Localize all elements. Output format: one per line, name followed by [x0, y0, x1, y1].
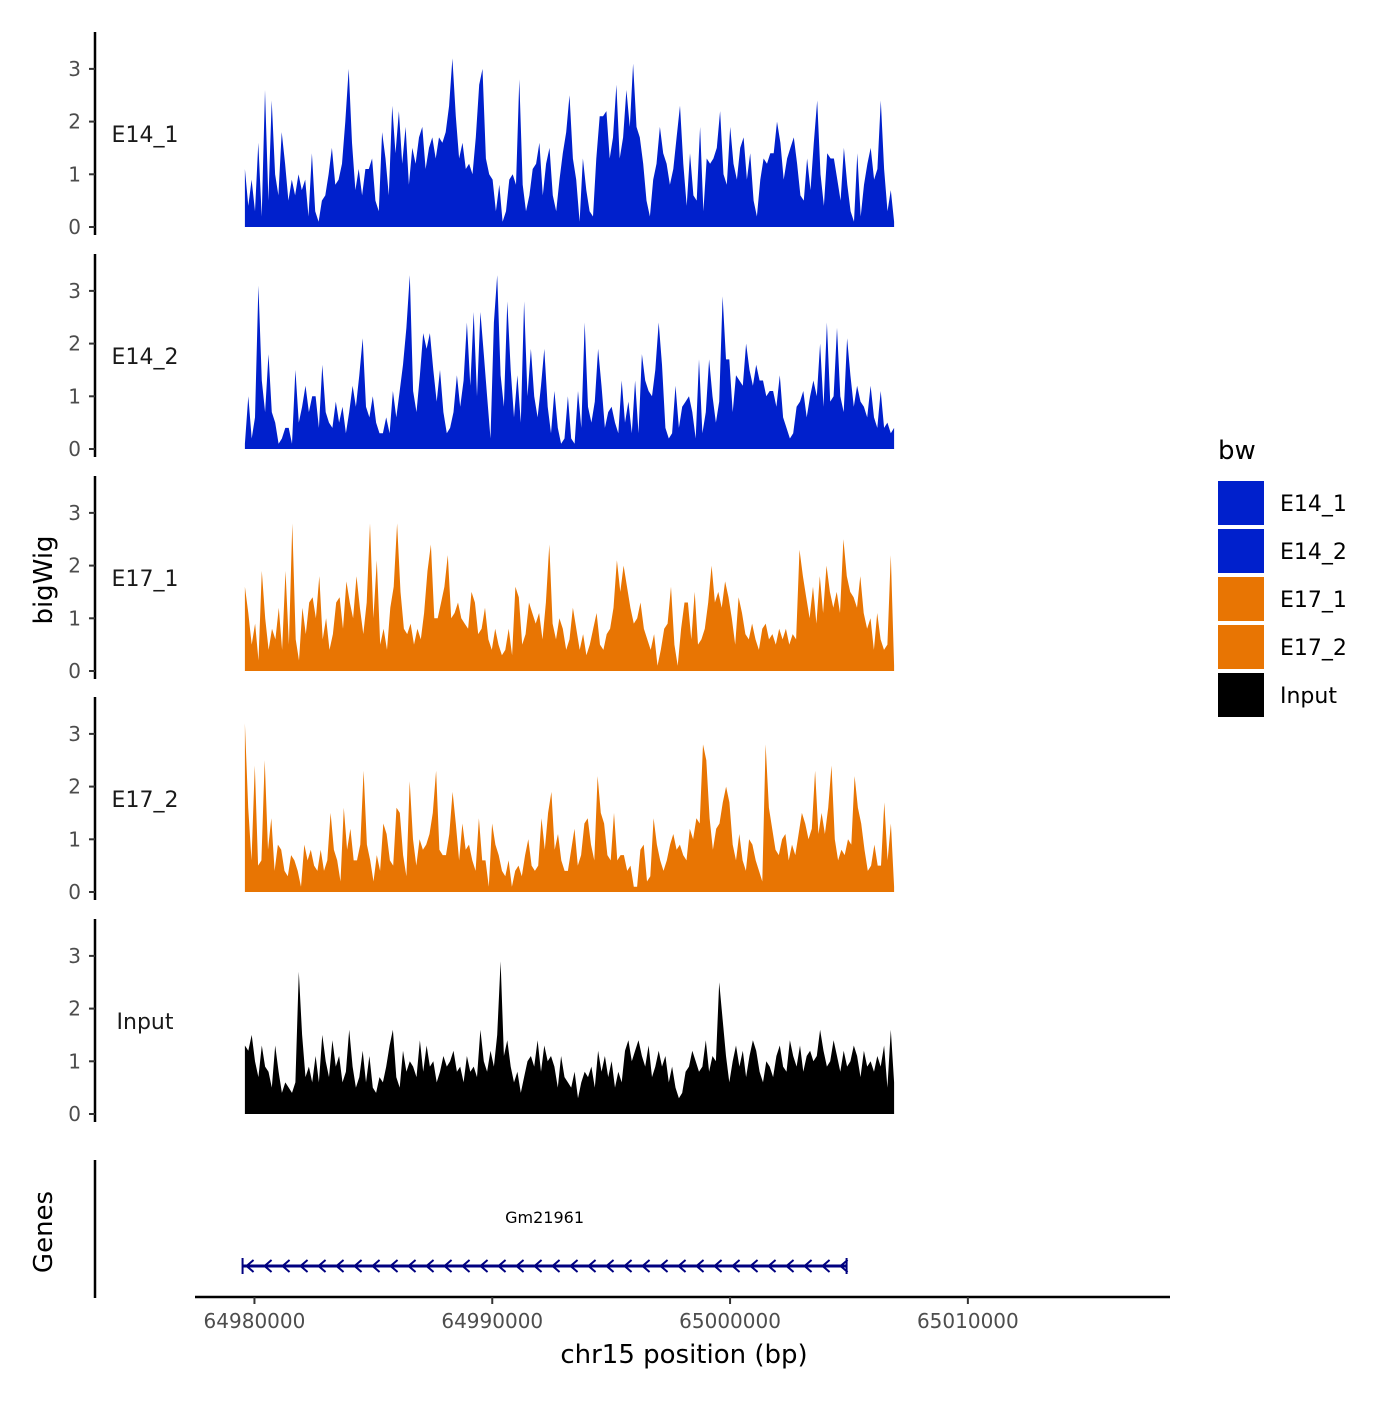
x-tick-label: 64980000: [204, 1309, 306, 1333]
strand-arrow: [731, 1259, 741, 1273]
strand-arrow: [785, 1259, 795, 1273]
strand-arrow: [461, 1259, 471, 1273]
legend-swatch: [1218, 529, 1264, 573]
y-tick-label: 2: [68, 997, 81, 1021]
x-tick-label: 65010000: [917, 1309, 1019, 1333]
strand-arrow: [515, 1259, 525, 1273]
legend-swatch: [1218, 577, 1264, 621]
y-tick-label: 2: [68, 110, 81, 134]
y-tick-label: 1: [68, 606, 81, 630]
strand-arrow: [299, 1259, 309, 1273]
legend-title: bw: [1218, 436, 1256, 466]
y-tick-label: 3: [68, 722, 81, 746]
strand-arrow: [389, 1259, 399, 1273]
track-panel-e14-1: 0 1 2 3 E14_1: [68, 32, 895, 239]
strand-arrow: [353, 1259, 363, 1273]
track-label: E14_1: [112, 123, 179, 148]
strand-arrow: [659, 1259, 669, 1273]
y-tick-label: 2: [68, 775, 81, 799]
y-tick-label: 3: [68, 279, 81, 303]
genes-track: Gm21961: [93, 1160, 849, 1298]
y-tick-label: 2: [68, 332, 81, 356]
strand-arrow: [803, 1259, 813, 1273]
y-tick-label: 1: [68, 162, 81, 186]
y-tick-label: 1: [68, 827, 81, 851]
legend-swatch: [1218, 673, 1264, 717]
strand-arrow: [605, 1259, 615, 1273]
y-tick-label: 3: [68, 944, 81, 968]
x-axis: 64980000 64990000 65000000 65010000: [195, 1295, 1170, 1333]
y-axis-title: bigWig: [29, 535, 59, 624]
strand-arrow: [587, 1259, 597, 1273]
y-tick-label: 0: [68, 215, 81, 239]
genes-track-title: Genes: [29, 1191, 59, 1273]
strand-arrow: [677, 1259, 687, 1273]
y-tick-label: 2: [68, 554, 81, 578]
tracks-layer: 0 1 2 3 E14_1 0 1 2 3 E14_2 0 1 2 3 E17_1 0 1 2 3 E17_2 0 1 2 3…: [68, 32, 895, 1126]
strand-arrow: [497, 1259, 507, 1273]
track-panel-e17-1: 0 1 2 3 E17_1: [68, 476, 895, 683]
strand-arrow: [335, 1259, 345, 1273]
gene-label: Gm21961: [505, 1208, 584, 1227]
strand-arrow: [839, 1259, 849, 1273]
strand-arrow: [371, 1259, 381, 1273]
legend-label: E17_2: [1280, 636, 1347, 661]
track-panel-e14-2: 0 1 2 3 E14_2: [68, 254, 895, 461]
strand-arrow: [407, 1259, 417, 1273]
strand-arrow: [317, 1259, 327, 1273]
x-axis-title: chr15 position (bp): [560, 1340, 807, 1370]
x-tick-label: 64990000: [441, 1309, 543, 1333]
y-tick-label: 3: [68, 57, 81, 81]
y-tick-label: 0: [68, 880, 81, 904]
y-tick-label: 1: [68, 384, 81, 408]
legend-swatch: [1218, 481, 1264, 525]
y-tick-label: 0: [68, 1102, 81, 1126]
coverage-area: [244, 961, 895, 1114]
strand-arrow: [281, 1259, 291, 1273]
track-label: Input: [117, 1010, 174, 1035]
strand-arrow: [245, 1259, 255, 1273]
legend-label: E14_2: [1280, 540, 1347, 565]
track-panel-e17-2: 0 1 2 3 E17_2: [68, 697, 895, 904]
track-label: E17_2: [112, 788, 179, 813]
strand-arrow: [641, 1259, 651, 1273]
legend-label: E14_1: [1280, 492, 1347, 517]
strand-arrow: [767, 1259, 777, 1273]
y-tick-label: 0: [68, 437, 81, 461]
y-tick-label: 1: [68, 1049, 81, 1073]
track-label: E17_1: [112, 567, 179, 592]
strand-arrow: [623, 1259, 633, 1273]
strand-arrow: [263, 1259, 273, 1273]
strand-arrow: [821, 1259, 831, 1273]
legend-label: E17_1: [1280, 588, 1347, 613]
y-tick-label: 3: [68, 501, 81, 525]
coverage-area: [244, 723, 895, 892]
strand-arrow: [713, 1259, 723, 1273]
strand-arrow: [695, 1259, 705, 1273]
track-panel-input: 0 1 2 3 Input: [68, 919, 895, 1126]
y-tick-label: 0: [68, 659, 81, 683]
legend: bw E14_1 E14_2 E17_1 E17_2 Input: [1218, 436, 1347, 717]
legend-label: Input: [1280, 684, 1337, 709]
strand-arrow: [443, 1259, 453, 1273]
x-tick-label: 65000000: [679, 1309, 781, 1333]
legend-swatch: [1218, 625, 1264, 669]
coverage-area: [244, 275, 895, 449]
strand-arrow: [425, 1259, 435, 1273]
strand-arrow: [749, 1259, 759, 1273]
strand-arrow: [533, 1259, 543, 1273]
strand-arrow: [479, 1259, 489, 1273]
coverage-area: [244, 523, 895, 671]
coverage-area: [244, 58, 895, 228]
strand-arrow: [569, 1259, 579, 1273]
strand-arrow: [551, 1259, 561, 1273]
track-label: E14_2: [112, 345, 179, 370]
